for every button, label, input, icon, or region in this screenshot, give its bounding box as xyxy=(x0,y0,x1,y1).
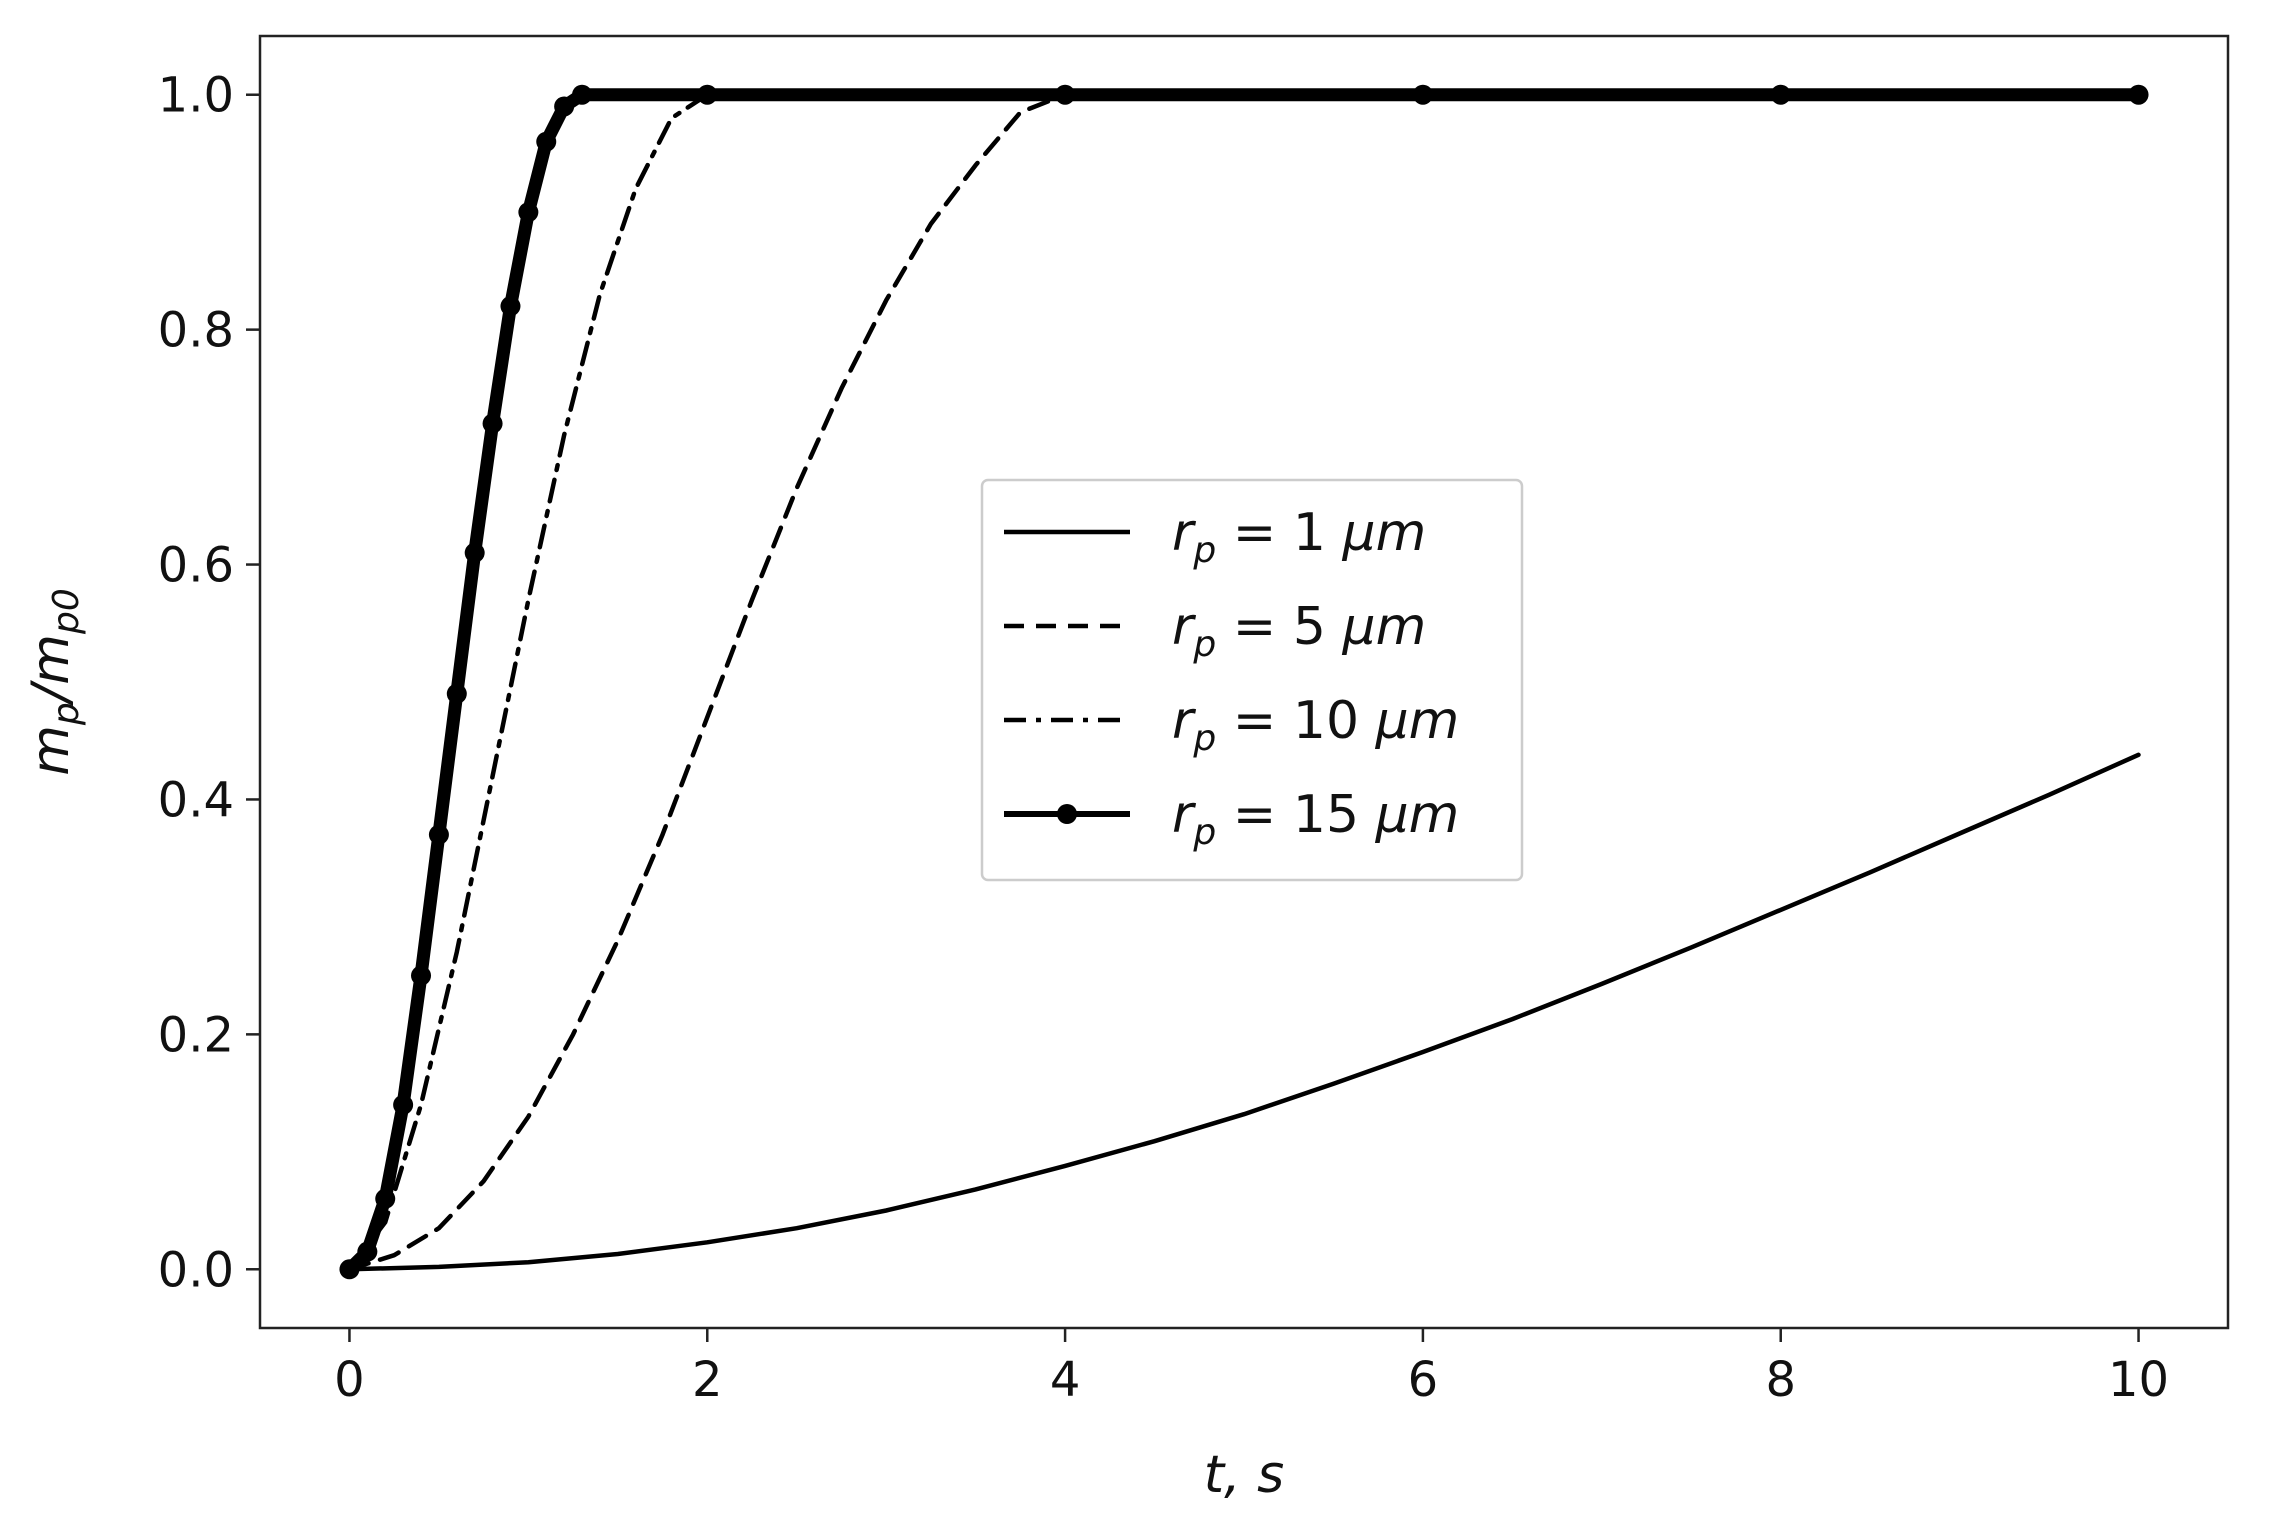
legend: rp = 1 μm rp = 5 μm rp = 10 μm rp = 15 μm xyxy=(980,478,1524,882)
data-point xyxy=(2128,84,2149,105)
data-point xyxy=(393,1094,414,1115)
x-tick-label: 6 xyxy=(1408,1352,1439,1408)
legend-label: rp = 15 μm xyxy=(1172,785,1459,853)
y-axis-label: mp/mp0 xyxy=(21,588,87,775)
data-point xyxy=(572,84,593,105)
y-tick-label: 0.4 xyxy=(158,772,234,828)
plot-frame xyxy=(258,34,2230,1330)
legend-marker xyxy=(1057,804,1077,824)
data-point xyxy=(464,542,485,563)
data-point xyxy=(518,202,539,223)
x-tick-label: 10 xyxy=(2108,1352,2169,1408)
y-tick-label: 0.0 xyxy=(158,1242,234,1298)
data-point xyxy=(446,683,467,704)
y-axis-label-sub-p0: p0 xyxy=(46,588,87,635)
y-tick-label: 0.8 xyxy=(158,303,234,359)
data-point xyxy=(411,965,432,986)
series-1 xyxy=(347,752,2141,1272)
series-4 xyxy=(339,84,2149,1280)
data-point xyxy=(1412,84,1433,105)
series-layer xyxy=(339,84,2149,1280)
y-axis-ticks: 0.0 0.2 0.4 0.6 0.8 1.0 xyxy=(158,68,260,1298)
data-point xyxy=(428,824,449,845)
y-tick-label: 0.2 xyxy=(158,1007,234,1063)
x-tick-label: 4 xyxy=(1050,1352,1081,1408)
legend-label: rp = 10 μm xyxy=(1172,691,1459,759)
x-tick-label: 0 xyxy=(334,1352,365,1408)
legend-label: rp = 5 μm xyxy=(1172,597,1426,665)
legend-label: rp = 1 μm xyxy=(1172,503,1426,571)
series-line xyxy=(347,752,2141,1272)
y-axis-label-sub-p: p xyxy=(46,702,87,726)
legend-items: rp = 1 μm rp = 5 μm rp = 10 μm rp = 15 μm xyxy=(1004,503,1459,853)
y-axis-label-m: m xyxy=(21,725,81,776)
data-point xyxy=(1055,84,1076,105)
x-tick-label: 2 xyxy=(692,1352,723,1408)
legend-item: rp = 10 μm xyxy=(1004,691,1459,759)
data-point xyxy=(536,131,557,152)
x-axis-ticks: 0 2 4 6 8 10 xyxy=(334,1328,2169,1408)
data-point xyxy=(1770,84,1791,105)
data-point xyxy=(500,296,521,317)
y-tick-label: 0.6 xyxy=(158,538,234,594)
legend-box xyxy=(980,478,1524,882)
data-point xyxy=(482,413,503,434)
legend-item: rp = 15 μm xyxy=(1004,785,1459,853)
legend-item: rp = 5 μm xyxy=(1004,597,1426,665)
x-tick-label: 8 xyxy=(1765,1352,1796,1408)
data-point xyxy=(697,84,718,105)
data-point xyxy=(339,1259,360,1280)
y-axis-label-m0: m xyxy=(21,634,81,685)
data-point xyxy=(357,1241,378,1262)
x-axis-label: t, s xyxy=(1204,1445,1285,1505)
data-point xyxy=(375,1188,396,1209)
legend-item: rp = 1 μm xyxy=(1004,503,1426,571)
y-tick-label: 1.0 xyxy=(158,68,234,124)
data-point xyxy=(554,96,575,117)
